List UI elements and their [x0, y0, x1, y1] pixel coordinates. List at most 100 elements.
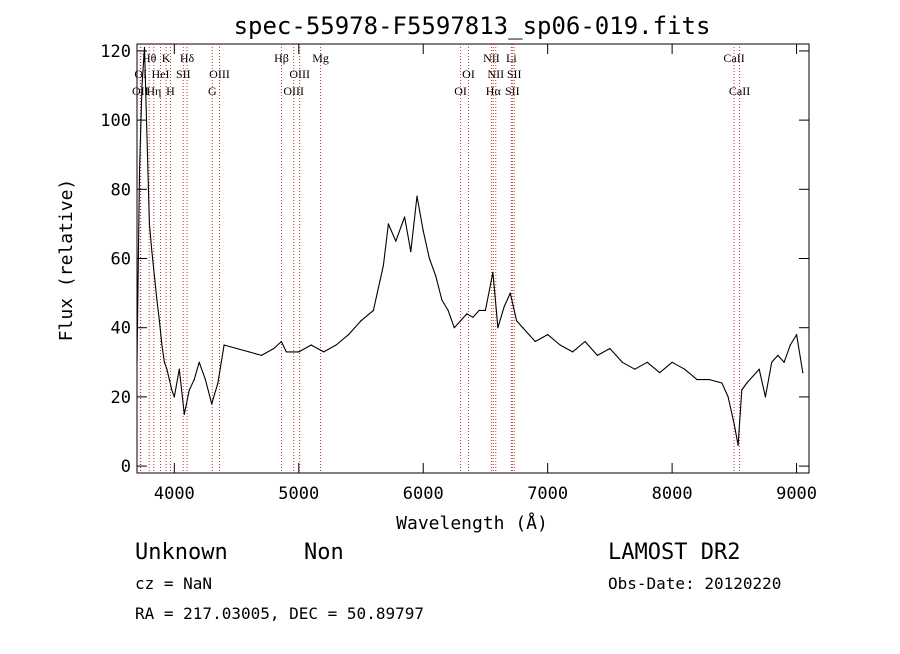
flux-data-point — [609, 347, 611, 350]
flux-data-point — [671, 361, 673, 363]
flux-data-point — [335, 344, 337, 346]
x-tick-label: 6000 — [403, 484, 444, 504]
chart-title: spec-55978-F5597813_sp06-019.fits — [234, 12, 711, 40]
spectral-line-markers: OIIOIHθHηHeIKHSIIHδGOIIIHβOIIIOIIIMgOIOI… — [132, 44, 750, 473]
flux-data-point — [503, 306, 505, 308]
x-axis-label: Wavelength (Å) — [396, 512, 548, 534]
flux-data-point — [453, 327, 455, 329]
y-tick-label: 0 — [121, 457, 131, 477]
flux-data-point — [360, 320, 362, 322]
spectral-line-label: Li — [506, 51, 517, 65]
flux-data-point — [211, 403, 213, 405]
flux-data-point — [515, 320, 518, 322]
y-tick-label: 120 — [100, 42, 131, 62]
flux-data-point — [395, 240, 397, 242]
flux-data-point — [183, 413, 185, 415]
flux-data-point — [273, 347, 275, 350]
flux-data-point — [260, 354, 263, 356]
flux-data-point — [143, 46, 146, 49]
flux-data-point — [387, 223, 389, 225]
flux-data-point — [509, 292, 511, 294]
flux-data-point — [584, 340, 586, 343]
flux-data-point — [171, 389, 173, 391]
y-axis-label: Flux (relative) — [56, 179, 77, 342]
object-subclass: Non — [304, 540, 344, 565]
flux-data-point — [646, 361, 648, 363]
flux-data-point — [156, 299, 158, 301]
x-tick-label: 5000 — [278, 484, 319, 504]
spectral-line-label: SII — [176, 67, 191, 81]
survey-name: LAMOST DR2 — [608, 540, 740, 565]
spectral-line-label: NII — [483, 51, 500, 65]
spectral-line-label: Hβ — [274, 51, 289, 65]
flux-data-point — [188, 389, 190, 391]
flux-data-point — [721, 382, 723, 384]
flux-data-point — [310, 344, 312, 346]
flux-data-point — [596, 354, 599, 356]
observation-date: Obs-Date: 20120220 — [608, 574, 781, 593]
flux-data-point — [497, 327, 499, 329]
flux-data-point — [136, 361, 138, 363]
flux-data-point — [764, 396, 767, 398]
flux-data-point — [403, 216, 406, 218]
flux-data-point — [198, 361, 200, 363]
x-tick-label: 8000 — [652, 484, 693, 504]
flux-data-point — [783, 361, 785, 363]
flux-data-point — [166, 368, 168, 370]
flux-data-point — [802, 372, 804, 374]
spectral-line-label: OI — [134, 67, 147, 81]
y-tick-label: 80 — [111, 180, 131, 200]
flux-data-point — [141, 84, 143, 87]
flux-data-point — [158, 320, 160, 322]
spectral-line-label: OIII — [209, 67, 230, 81]
x-tick-label: 9000 — [776, 484, 817, 504]
flux-data-point — [795, 334, 798, 336]
flux-data-point — [168, 378, 170, 381]
flux-data-point — [347, 334, 350, 336]
flux-data-point — [435, 275, 437, 277]
flux-data-point — [741, 389, 743, 391]
spectral-line-label: NII — [487, 67, 504, 81]
flux-data-point — [217, 382, 219, 384]
flux-data-point — [789, 344, 791, 346]
flux-data-point — [708, 378, 711, 381]
flux-data-point — [161, 344, 163, 346]
flux-data-point — [746, 382, 748, 384]
spectral-line-label: CaII — [723, 51, 744, 65]
flux-data-point — [416, 195, 418, 197]
spectral-line-label: Hα — [486, 84, 502, 98]
spectral-line-label: Hη — [146, 84, 161, 98]
flux-data-point — [659, 372, 661, 374]
flux-data-point — [522, 327, 524, 329]
flux-data-point — [683, 368, 686, 370]
flux-data-point — [163, 361, 165, 363]
flux-data-point — [235, 347, 238, 350]
spectral-line-label: OIII — [283, 84, 304, 98]
flux-data-point — [547, 334, 549, 336]
flux-data-point — [178, 368, 180, 370]
y-tick-label: 60 — [111, 250, 131, 270]
spectral-line-label: OI — [454, 84, 467, 98]
flux-data-point — [777, 354, 779, 356]
flux-data-point — [559, 344, 561, 346]
flux-data-point — [148, 223, 151, 225]
spectral-line-label: OII — [132, 84, 149, 98]
flux-data-point — [733, 423, 735, 426]
flux-data-point — [372, 309, 375, 311]
flux-data-point — [422, 230, 424, 232]
flux-data-point — [173, 396, 175, 398]
flux-data-point — [534, 340, 536, 343]
series-layer — [136, 46, 804, 446]
flux-data-point — [138, 171, 141, 173]
flux-data-point — [621, 361, 623, 363]
flux-data-point — [634, 368, 636, 370]
spectral-line-label: Mg — [312, 51, 329, 65]
flux-data-point — [727, 396, 729, 398]
flux-data-point — [441, 299, 443, 301]
object-class: Unknown — [135, 540, 228, 565]
flux-data-point — [696, 378, 698, 381]
spectral-line-label: H — [166, 84, 175, 98]
coordinates: RA = 217.03005, DEC = 50.89797 — [135, 604, 424, 623]
